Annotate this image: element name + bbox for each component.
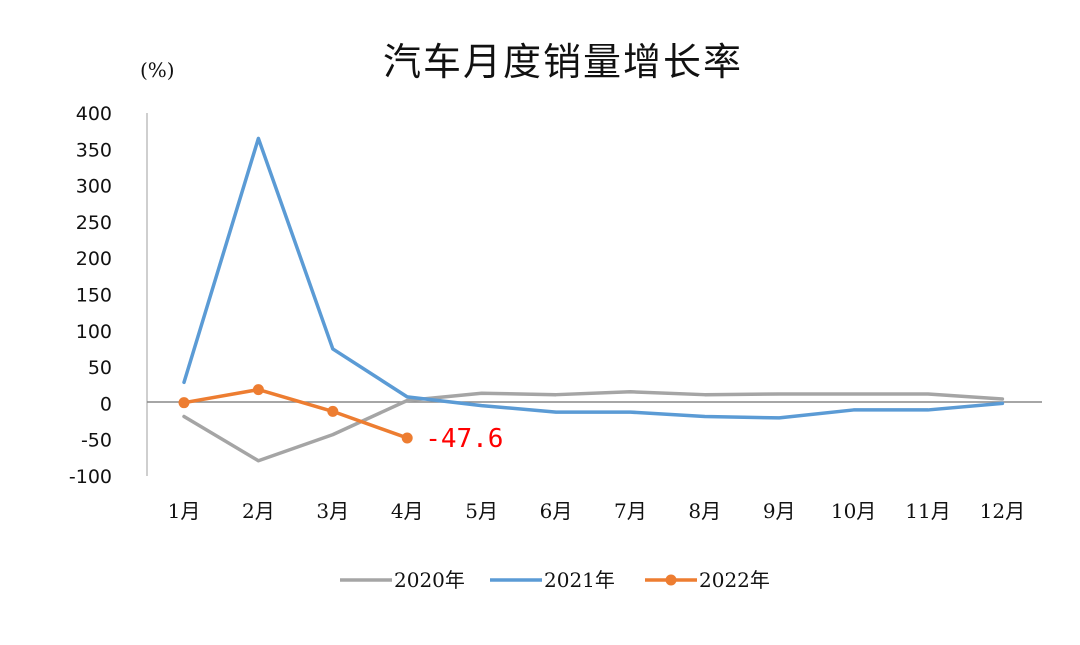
y-tick-label: 350	[76, 139, 112, 161]
x-tick-label: 11月	[905, 499, 950, 523]
legend-item: 2021年	[490, 568, 615, 592]
series-point	[178, 397, 190, 409]
series-point	[327, 405, 339, 417]
series-line	[182, 390, 1005, 463]
legend: 2020年 2021年 2022年	[340, 568, 770, 592]
x-tick-label: 1月	[168, 499, 201, 523]
legend-item: 2022年	[645, 568, 770, 592]
y-axis-unit: (%)	[140, 58, 175, 82]
legend-item: 2020年	[340, 568, 465, 592]
y-tick-label: 150	[76, 285, 112, 307]
legend-marker	[665, 574, 677, 586]
y-tick-label: 0	[100, 393, 112, 415]
y-ticks: 400 350 300 250 200 150 100 50 0 -50 -100	[69, 103, 112, 488]
x-tick-label: 12月	[980, 499, 1025, 523]
x-tick-label: 6月	[540, 499, 573, 523]
series-2020年	[182, 390, 1005, 463]
y-tick-label: 50	[88, 357, 112, 379]
x-tick-label: 3月	[316, 499, 349, 523]
y-tick-label: 200	[76, 248, 112, 270]
y-tick-label: 100	[76, 321, 112, 343]
series-2022年	[178, 384, 413, 444]
x-tick-label: 10月	[831, 499, 876, 523]
x-tick-label: 7月	[614, 499, 647, 523]
legend-label: 2020年	[394, 568, 465, 592]
legend-label: 2022年	[699, 568, 770, 592]
series-line	[182, 136, 1005, 420]
x-tick-label: 4月	[391, 499, 424, 523]
legend-label: 2021年	[544, 568, 615, 592]
y-tick-label: 400	[76, 103, 112, 125]
series-layer	[178, 136, 1005, 463]
annotations: -47.6	[425, 424, 503, 454]
y-tick-label: 300	[76, 176, 112, 198]
series-line	[182, 387, 409, 440]
y-tick-label: -50	[81, 430, 112, 452]
y-tick-label: 250	[76, 212, 112, 234]
series-point	[252, 384, 264, 396]
x-tick-label: 8月	[688, 499, 721, 523]
x-tick-label: 2月	[242, 499, 275, 523]
series-2021年	[182, 136, 1005, 420]
x-tick-label: 5月	[465, 499, 498, 523]
annotation-label: -47.6	[425, 424, 503, 454]
y-tick-label: -100	[69, 466, 112, 488]
x-tick-label: 9月	[763, 499, 796, 523]
series-point	[401, 432, 413, 444]
x-ticks: 1月 2月 3月 4月 5月 6月 7月 8月 9月 10月 11月 12月	[168, 499, 1025, 523]
chart-title: 汽车月度销量增长率	[383, 40, 743, 84]
